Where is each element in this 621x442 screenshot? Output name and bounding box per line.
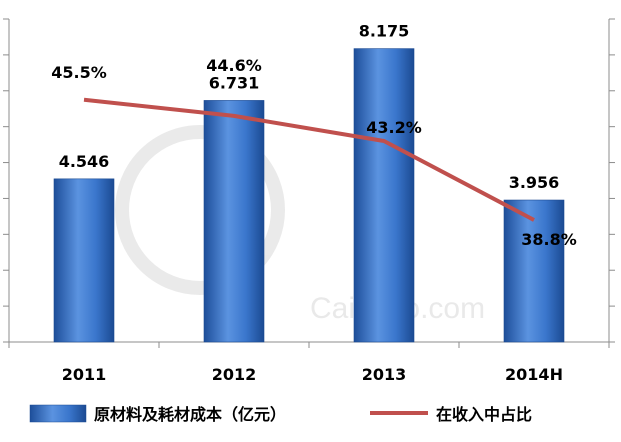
category-label: 2011 [62,365,107,384]
category-labels: 2011 2012 2013 2014H [62,365,563,384]
legend-line-label: 在收入中占比 [436,405,532,424]
category-label: 2014H [505,365,563,384]
bar-data-label: 4.546 [59,152,110,171]
line-data-label: 43.2% [366,118,422,137]
category-label: 2012 [212,365,257,384]
bar-data-label: 3.956 [509,173,560,192]
legend: 原材料及耗材成本（亿元） 在收入中占比 [29,404,532,424]
bar-data-labels: 4.546 6.731 8.175 3.956 [59,22,560,192]
axis-ticks [3,18,615,348]
bar [353,48,415,343]
legend-bar-label: 原材料及耗材成本（亿元） [94,405,286,424]
share-line-series [83,97,535,222]
watermark-logo-icon [115,125,285,295]
line-data-label: 44.6% [206,56,262,75]
watermark: Caishuo.com [115,125,485,325]
line-data-label: 45.5% [51,63,107,82]
legend-bar-swatch [29,404,87,423]
category-label: 2013 [362,365,407,384]
line-data-labels: 45.5% 44.6% 43.2% 38.8% [51,56,577,249]
line-data-label: 38.8% [521,230,577,249]
bar-series [53,48,565,343]
bar-data-label: 6.731 [209,73,260,92]
bar [503,199,565,343]
bar-data-label: 8.175 [359,22,410,41]
bar [203,100,265,343]
bar [53,178,115,343]
